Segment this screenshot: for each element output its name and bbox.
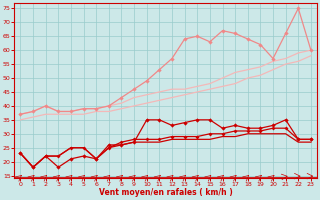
X-axis label: Vent moyen/en rafales ( km/h ): Vent moyen/en rafales ( km/h )	[99, 188, 233, 197]
